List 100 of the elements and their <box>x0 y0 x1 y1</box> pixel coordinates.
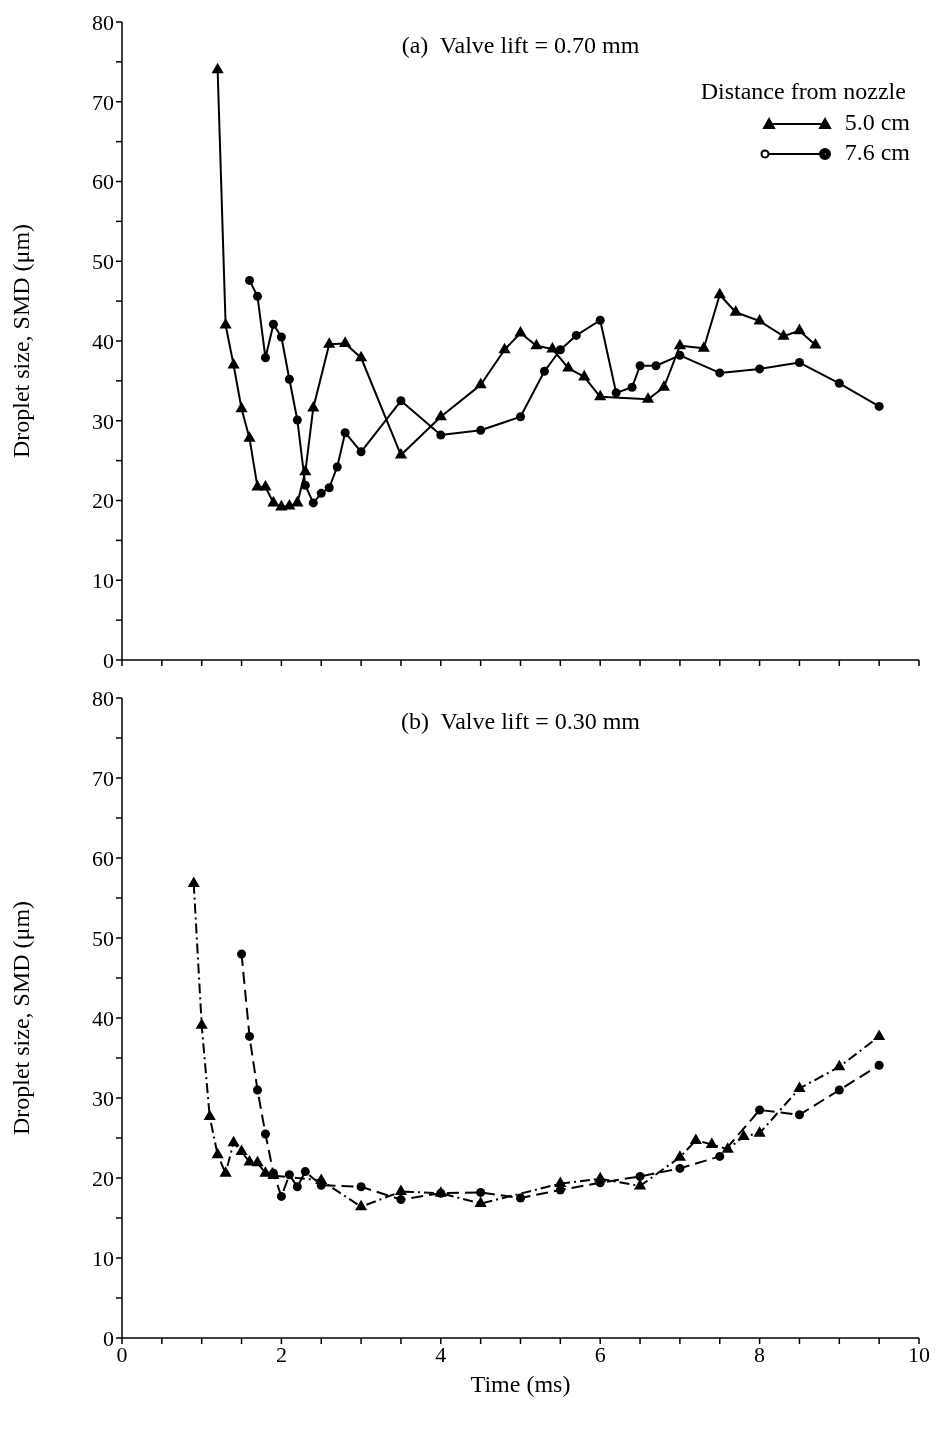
point <box>571 330 581 340</box>
point <box>396 396 406 406</box>
point <box>635 361 645 371</box>
point <box>284 1170 294 1180</box>
point <box>721 1142 734 1153</box>
point <box>292 415 302 425</box>
point <box>611 388 621 398</box>
point <box>252 1085 262 1095</box>
point <box>755 364 765 374</box>
point <box>323 337 336 348</box>
point <box>498 342 511 354</box>
y-tick-label: 80 <box>92 9 114 35</box>
x-tick-label: 6 <box>594 1341 606 1367</box>
chart-title: (a) Valve lift = 0.70 mm <box>400 32 641 59</box>
point <box>235 1144 248 1156</box>
point <box>651 361 661 371</box>
point <box>675 350 685 360</box>
y-tick-label: 40 <box>92 328 114 354</box>
point <box>219 318 232 329</box>
point <box>794 1110 804 1120</box>
point <box>203 1109 216 1120</box>
point <box>794 358 804 368</box>
point <box>355 350 368 362</box>
point <box>396 1195 406 1205</box>
point <box>340 428 350 438</box>
y-tick-label: 0 <box>103 1325 114 1351</box>
point <box>292 1182 302 1192</box>
point <box>291 495 304 507</box>
point <box>809 337 822 349</box>
point <box>515 1193 526 1203</box>
point <box>284 374 294 384</box>
y-tick-label: 10 <box>92 1245 114 1271</box>
point <box>514 326 527 337</box>
point <box>237 949 247 959</box>
point <box>476 1187 486 1197</box>
point <box>713 287 726 299</box>
legend-label: 7.6 cm <box>844 138 910 166</box>
point <box>689 1133 702 1144</box>
point <box>245 275 255 285</box>
point <box>474 377 487 389</box>
point <box>394 1184 408 1196</box>
y-tick-label: 20 <box>92 1165 114 1191</box>
y-axis-title: Droplet size, SMD (μm) <box>7 900 34 1136</box>
point <box>308 498 318 508</box>
point <box>268 319 278 329</box>
point <box>874 401 884 411</box>
point <box>697 341 710 352</box>
point <box>211 62 224 74</box>
point <box>530 338 543 350</box>
point <box>578 369 591 381</box>
point <box>633 1178 647 1190</box>
x-axis-title: Time (ms) <box>470 1371 571 1397</box>
point <box>729 305 742 316</box>
point <box>833 1059 846 1071</box>
point <box>436 430 446 440</box>
point <box>195 1018 208 1029</box>
y-tick-label: 60 <box>92 845 114 871</box>
point <box>673 1150 686 1161</box>
point <box>673 338 686 350</box>
point <box>595 315 605 325</box>
point <box>299 464 312 476</box>
point <box>243 431 256 442</box>
point <box>515 412 526 422</box>
point <box>394 448 408 459</box>
y-tick-label: 70 <box>92 89 114 115</box>
legend-label: 5.0 cm <box>844 108 910 136</box>
x-tick-label: 8 <box>754 1341 766 1367</box>
point <box>235 401 248 413</box>
point <box>753 1126 766 1137</box>
point <box>476 425 486 435</box>
point <box>777 329 790 340</box>
point <box>211 1147 224 1159</box>
point <box>227 1135 240 1147</box>
y-tick-label: 10 <box>92 568 114 594</box>
point <box>251 1155 264 1167</box>
point <box>316 488 326 498</box>
y-tick-label: 60 <box>92 169 114 195</box>
point <box>260 353 270 363</box>
point <box>339 336 352 347</box>
point <box>356 447 366 457</box>
y-axis-title: Droplet size, SMD (μm) <box>7 223 34 459</box>
x-tick-label: 4 <box>435 1341 447 1367</box>
point <box>753 314 766 325</box>
point <box>874 1060 884 1070</box>
point <box>539 366 549 376</box>
point <box>300 1167 310 1177</box>
point <box>219 1166 232 1177</box>
legend-title: Distance from nozzle <box>700 78 907 105</box>
point <box>873 1029 886 1040</box>
point <box>562 361 575 372</box>
x-tick-label: 10 <box>908 1341 930 1367</box>
point <box>793 1081 806 1092</box>
chart-title: (b) Valve lift = 0.30 mm <box>399 708 642 735</box>
point <box>657 380 671 391</box>
point <box>355 1199 368 1211</box>
point <box>635 1171 645 1181</box>
y-tick-label: 50 <box>92 925 114 951</box>
point <box>755 1105 765 1115</box>
point <box>276 1191 286 1201</box>
point <box>252 291 262 301</box>
